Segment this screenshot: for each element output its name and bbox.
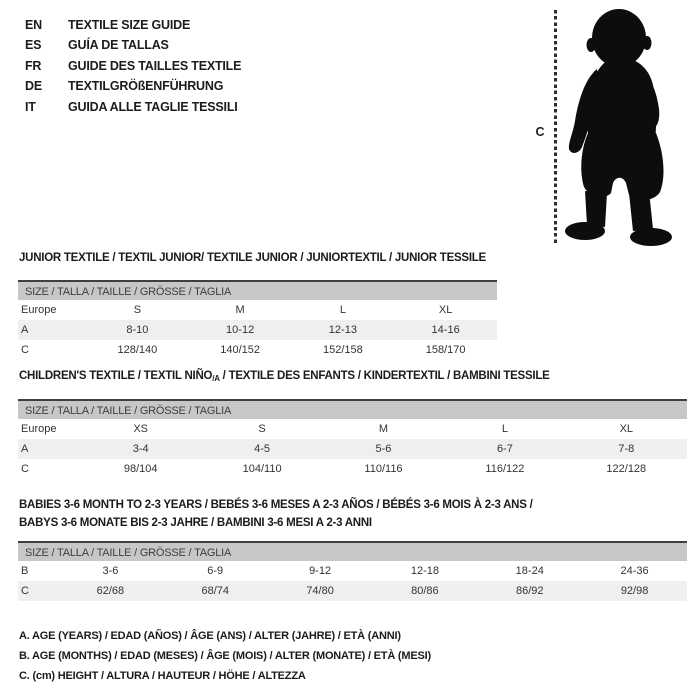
lang-row-de: DE TEXTILGRÖßENFÜHRUNG <box>25 76 241 96</box>
lang-title: TEXTILGRÖßENFÜHRUNG <box>68 79 224 94</box>
table-row-age: A 8-10 10-12 12-13 14-16 <box>18 320 497 340</box>
size-header-band: SIZE / TALLA / TAILLE / GRÖSSE / TAGLIA <box>18 541 687 561</box>
table-cell: 6-7 <box>496 443 513 455</box>
row-label: C <box>21 344 29 356</box>
children-size-table: SIZE / TALLA / TAILLE / GRÖSSE / TAGLIA … <box>18 399 687 479</box>
lang-title: GUÍA DE TALLAS <box>68 38 169 53</box>
table-cell: 7-8 <box>618 443 635 455</box>
table-cell: 128/140 <box>117 344 158 356</box>
lang-row-fr: FR GUIDE DES TAILLES TEXTILE <box>25 56 241 76</box>
row-label: A <box>21 443 29 455</box>
lang-row-en: EN TEXTILE SIZE GUIDE <box>25 15 241 35</box>
table-row-europe: Europe XS S M L XL <box>18 419 687 439</box>
babies-heading-line2: BABYS 3-6 MONATE BIS 2-3 JAHRE / BAMBINI… <box>19 517 372 529</box>
row-label: C <box>21 463 29 475</box>
lang-code: FR <box>25 58 42 73</box>
table-cell: 86/92 <box>515 585 544 597</box>
table-cell: 24-36 <box>620 565 649 577</box>
row-label: C <box>21 585 29 597</box>
footnote-a: A. AGE (YEARS) / EDAD (AÑOS) / ÂGE (ANS)… <box>19 630 401 642</box>
children-heading-part1: CHILDREN'S TEXTILE / TEXTIL NIÑO <box>19 370 213 382</box>
junior-size-table: SIZE / TALLA / TAILLE / GRÖSSE / TAGLIA … <box>18 280 497 360</box>
table-cell: 12-13 <box>328 324 357 336</box>
table-cell: 152/158 <box>322 344 363 356</box>
footnotes: A. AGE (YEARS) / EDAD (AÑOS) / ÂGE (ANS)… <box>19 626 431 686</box>
size-header-label: SIZE / TALLA / TAILLE / GRÖSSE / TAGLIA <box>25 286 232 298</box>
table-cell: 8-10 <box>126 324 149 336</box>
children-heading-part2: / TEXTILE DES ENFANTS / KINDERTEXTIL / B… <box>219 370 550 382</box>
table-cell: 158/170 <box>425 344 466 356</box>
size-header-band: SIZE / TALLA / TAILLE / GRÖSSE / TAGLIA <box>18 399 687 419</box>
table-cell: 140/152 <box>220 344 260 356</box>
table-cell: 92/98 <box>620 585 649 597</box>
lang-code: DE <box>25 79 42 94</box>
babies-heading-line1: BABIES 3-6 MONTH TO 2-3 YEARS / BEBÉS 3-… <box>19 499 533 511</box>
lang-row-es: ES GUÍA DE TALLAS <box>25 35 241 55</box>
table-cell: L <box>501 423 508 435</box>
table-cell: 12-18 <box>410 565 439 577</box>
size-header-band: SIZE / TALLA / TAILLE / GRÖSSE / TAGLIA <box>18 280 497 300</box>
table-cell: XL <box>619 423 634 435</box>
table-cell: S <box>133 304 142 316</box>
table-row-height: C 62/68 68/74 74/80 80/86 86/92 92/98 <box>18 581 687 601</box>
table-cell: 3-4 <box>132 443 149 455</box>
table-cell: L <box>339 304 346 316</box>
table-cell: 62/68 <box>96 585 125 597</box>
table-row-height: C 98/104 104/110 110/116 116/122 122/128 <box>18 459 687 479</box>
table-cell: 3-6 <box>102 565 119 577</box>
table-cell: 18-24 <box>515 565 544 577</box>
table-cell: XS <box>133 423 149 435</box>
size-header-label: SIZE / TALLA / TAILLE / GRÖSSE / TAGLIA <box>25 547 232 559</box>
table-cell: 122/128 <box>606 463 647 475</box>
table-cell: 9-12 <box>309 565 332 577</box>
table-cell: M <box>235 304 245 316</box>
table-cell: 10-12 <box>226 324 255 336</box>
table-cell: XL <box>438 304 453 316</box>
table-cell: 98/104 <box>123 463 158 475</box>
footnote-b: B. AGE (MONTHS) / EDAD (MESES) / ÂGE (MO… <box>19 650 431 662</box>
lang-title: GUIDA ALLE TAGLIE TESSILI <box>68 99 238 114</box>
table-row-height: C 128/140 140/152 152/158 158/170 <box>18 340 497 360</box>
lang-title: GUIDE DES TAILLES TEXTILE <box>68 58 242 73</box>
size-header-label: SIZE / TALLA / TAILLE / GRÖSSE / TAGLIA <box>25 405 232 417</box>
table-cell: 74/80 <box>306 585 334 597</box>
table-row-age-months: B 3-6 6-9 9-12 12-18 18-24 24-36 <box>18 561 687 581</box>
toddler-silhouette-image <box>565 9 672 246</box>
row-label: Europe <box>21 304 57 316</box>
lang-code: EN <box>25 18 42 32</box>
table-cell: 116/122 <box>485 463 525 475</box>
table-cell: S <box>258 423 266 435</box>
table-cell: 80/86 <box>411 585 439 597</box>
language-title-list: EN TEXTILE SIZE GUIDE ES GUÍA DE TALLAS … <box>25 15 241 117</box>
table-cell: 5-6 <box>375 443 392 455</box>
row-label: B <box>21 565 29 577</box>
lang-title: TEXTILE SIZE GUIDE <box>68 18 191 32</box>
table-cell: 14-16 <box>431 324 460 336</box>
table-cell: 6-9 <box>207 565 224 577</box>
lang-code: ES <box>25 38 42 53</box>
table-cell: 68/74 <box>201 585 229 597</box>
height-measure-dotted-line <box>554 10 557 243</box>
babies-size-table: SIZE / TALLA / TAILLE / GRÖSSE / TAGLIA … <box>18 541 687 601</box>
lang-row-it: IT GUIDA ALLE TAGLIE TESSILI <box>25 97 241 117</box>
row-label: A <box>21 324 29 336</box>
table-cell: 104/110 <box>242 463 282 475</box>
table-cell: M <box>378 423 389 435</box>
junior-section-heading: JUNIOR TEXTILE / TEXTIL JUNIOR/ TEXTILE … <box>19 252 486 264</box>
babies-section-heading: BABIES 3-6 MONTH TO 2-3 YEARS / BEBÉS 3-… <box>19 496 533 532</box>
table-row-europe: Europe S M L XL <box>18 300 497 320</box>
table-cell: 110/116 <box>364 463 403 475</box>
lang-code: IT <box>25 99 36 114</box>
footnote-c: C. (cm) HEIGHT / ALTURA / HAUTEUR / HÖHE… <box>19 670 306 682</box>
children-section-heading: CHILDREN'S TEXTILE / TEXTIL NIÑO/A / TEX… <box>19 370 550 383</box>
table-cell: 4-5 <box>254 443 271 455</box>
table-row-age: A 3-4 4-5 5-6 6-7 7-8 <box>18 439 687 459</box>
children-heading-subscript: /A <box>212 374 220 383</box>
row-label: Europe <box>21 423 57 435</box>
height-measure-label: C <box>535 125 545 139</box>
